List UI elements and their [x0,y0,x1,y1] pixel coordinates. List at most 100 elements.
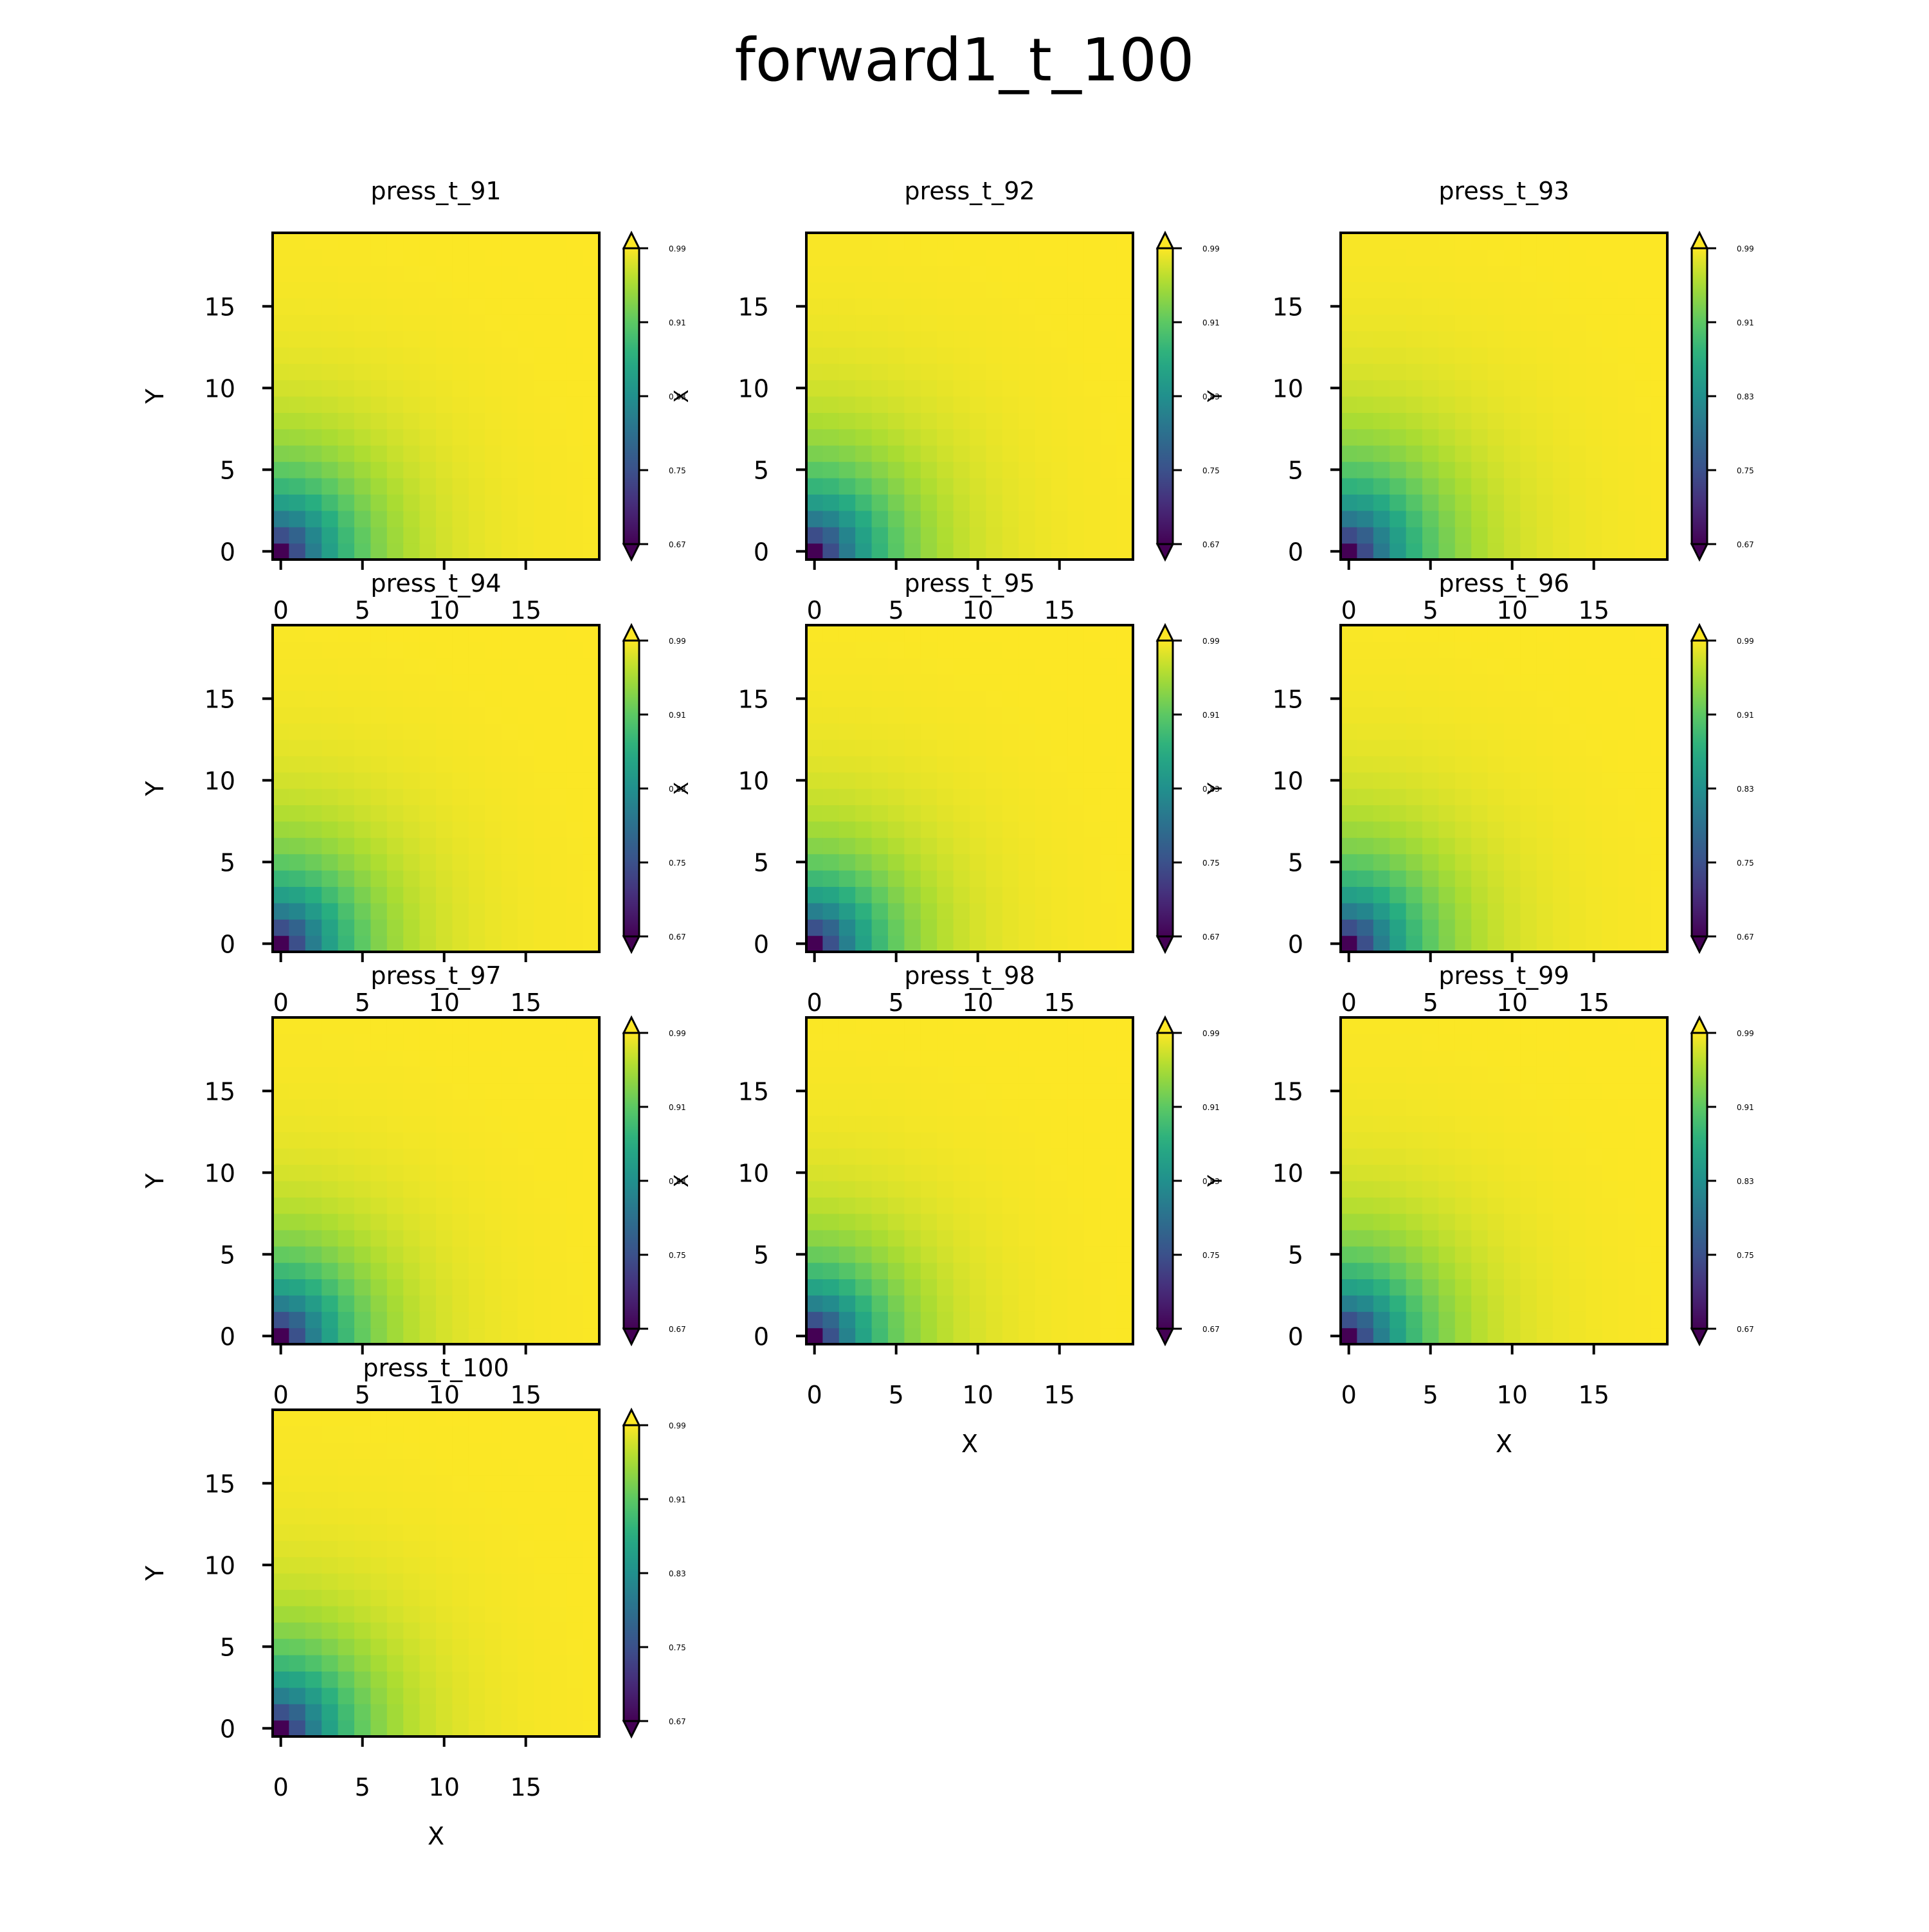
heatmap-cell [1051,1099,1068,1116]
heatmap-cell [1406,1246,1423,1263]
heatmap-cell [871,1066,889,1084]
heatmap-cell [1051,396,1068,413]
heatmap-cell [1504,870,1521,887]
heatmap-cell [937,756,954,773]
heatmap-cell [1357,657,1374,675]
heatmap-cell [1341,412,1357,430]
heatmap-cell [1569,543,1586,560]
heatmap-cell [289,396,306,413]
heatmap-cell [1471,772,1489,789]
heatmap-cell [904,870,921,887]
heatmap-cell [1504,919,1521,936]
heatmap-cell [289,1082,306,1100]
heatmap-cell [419,1638,437,1655]
heatmap-cell [920,1279,937,1296]
heatmap-cell [1602,1050,1619,1067]
heatmap-cell [583,1540,600,1558]
heatmap-cell [386,756,404,773]
heatmap-cell [1341,1230,1357,1247]
heatmap-cell [386,837,404,855]
heatmap-cell [1635,1066,1652,1084]
heatmap-cell [338,756,355,773]
heatmap-cell [1602,233,1619,250]
heatmap-cell [518,1197,534,1214]
heatmap-cell [1487,363,1505,381]
heatmap-cell [1019,788,1036,805]
heatmap-cell [1520,902,1537,920]
heatmap-cell [1422,1148,1439,1165]
heatmap-cell [273,1671,289,1688]
heatmap-cell [518,1459,534,1476]
heatmap-cell [904,233,921,250]
heatmap-cell [338,379,355,397]
heatmap-cell [1454,1295,1472,1312]
heatmap-cell [566,249,584,266]
heatmap-cell [1051,1213,1068,1230]
heatmap-cell [904,641,921,659]
heatmap-cell [1553,870,1570,887]
heatmap-cell [838,772,856,789]
heatmap-cell [452,428,469,446]
heatmap-cell [822,347,840,364]
heatmap-cell [1487,1131,1505,1149]
heatmap-cell [986,363,1003,381]
heatmap-cell [1422,331,1439,348]
heatmap-cell [273,1066,289,1084]
heatmap-cell [534,1459,551,1476]
heatmap-cell [354,461,371,478]
colorbar-gradient [624,1033,639,1329]
heatmap-cell [1602,1197,1619,1214]
heatmap-cell [855,445,873,462]
heatmap-cell [1520,625,1537,642]
heatmap-cell [566,1655,584,1672]
heatmap-cell [1553,1050,1570,1067]
heatmap-cell [566,1066,584,1084]
heatmap-cell [1100,788,1118,805]
heatmap-cell [1504,1131,1521,1149]
heatmap-cell [566,1082,584,1100]
heatmap-cell [1002,396,1019,413]
heatmap-cell [468,249,485,266]
heatmap-cell [550,543,567,560]
colorbar-tick-label: 0.75 [669,466,686,475]
heatmap-cell [1341,527,1357,544]
heatmap-cell [1341,1050,1357,1067]
heatmap-cell [986,1017,1003,1034]
heatmap-cell [937,1017,954,1034]
heatmap-cell [419,1704,437,1721]
heatmap-cell [1051,1034,1068,1051]
heatmap-cell [1553,1311,1570,1329]
heatmap-cell [370,1311,388,1329]
heatmap-cell [953,1066,970,1084]
heatmap-cell [566,657,584,675]
heatmap-cell [904,1213,921,1230]
heatmap-cell [419,1556,437,1574]
heatmap-cell [1438,510,1456,527]
heatmap-cell [1586,641,1602,659]
heatmap-cell [1553,1115,1570,1133]
heatmap-cell [904,1017,921,1034]
heatmap-cell [566,1148,584,1165]
heatmap-cell [1520,707,1537,724]
heatmap-cell [1083,1131,1101,1149]
heatmap-cell [485,1164,502,1181]
heatmap-cell [305,772,322,789]
heatmap-cell [970,1050,986,1067]
heatmap-cell [289,543,306,560]
heatmap-cell [1390,233,1407,250]
heatmap-cell [1422,625,1439,642]
heatmap-cell [534,1131,551,1149]
x-tick-label: 0 [273,596,289,624]
heatmap-cell [888,1082,905,1100]
heatmap-cell [1083,756,1101,773]
heatmap-cell [1390,510,1407,527]
heatmap-cell [338,1082,355,1100]
heatmap-cell [986,657,1003,675]
heatmap-cell [937,625,954,642]
heatmap-cell [838,739,856,756]
heatmap-cell [1471,1066,1489,1084]
heatmap-cell [1520,527,1537,544]
heatmap-cell [583,1246,600,1263]
heatmap-cell [1116,723,1134,740]
heatmap-cell [806,690,823,707]
